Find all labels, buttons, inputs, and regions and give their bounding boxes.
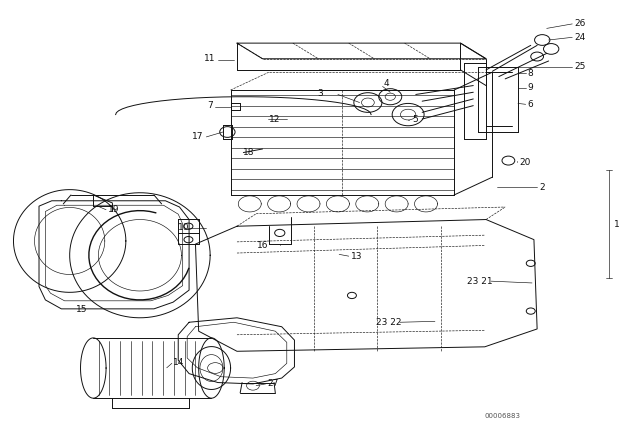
Text: 10: 10 [177, 223, 189, 232]
Text: 6: 6 [527, 100, 533, 109]
Text: 19: 19 [108, 205, 120, 214]
Text: 16: 16 [257, 241, 269, 250]
Text: 25: 25 [574, 62, 586, 71]
Text: 14: 14 [173, 358, 184, 367]
Text: 00006883: 00006883 [484, 413, 521, 419]
Text: 1: 1 [614, 220, 620, 228]
Text: 23 22: 23 22 [376, 318, 402, 327]
Text: 11: 11 [204, 54, 215, 63]
Text: 2: 2 [539, 183, 545, 192]
Text: 4: 4 [384, 79, 390, 88]
Text: 12: 12 [269, 115, 280, 124]
Text: 5: 5 [413, 115, 419, 124]
Text: 26: 26 [574, 19, 586, 28]
Text: 20: 20 [519, 158, 531, 167]
Text: 18: 18 [243, 148, 255, 157]
Text: 13: 13 [351, 252, 362, 261]
Text: 3: 3 [317, 89, 323, 98]
Text: 9: 9 [527, 83, 533, 92]
Text: 7: 7 [207, 101, 212, 110]
Text: 8: 8 [527, 69, 533, 78]
Text: 27: 27 [268, 379, 279, 388]
Text: 17: 17 [192, 133, 204, 142]
Text: 15: 15 [76, 305, 88, 314]
Text: 24: 24 [574, 33, 586, 42]
Text: 23 21: 23 21 [467, 277, 492, 286]
